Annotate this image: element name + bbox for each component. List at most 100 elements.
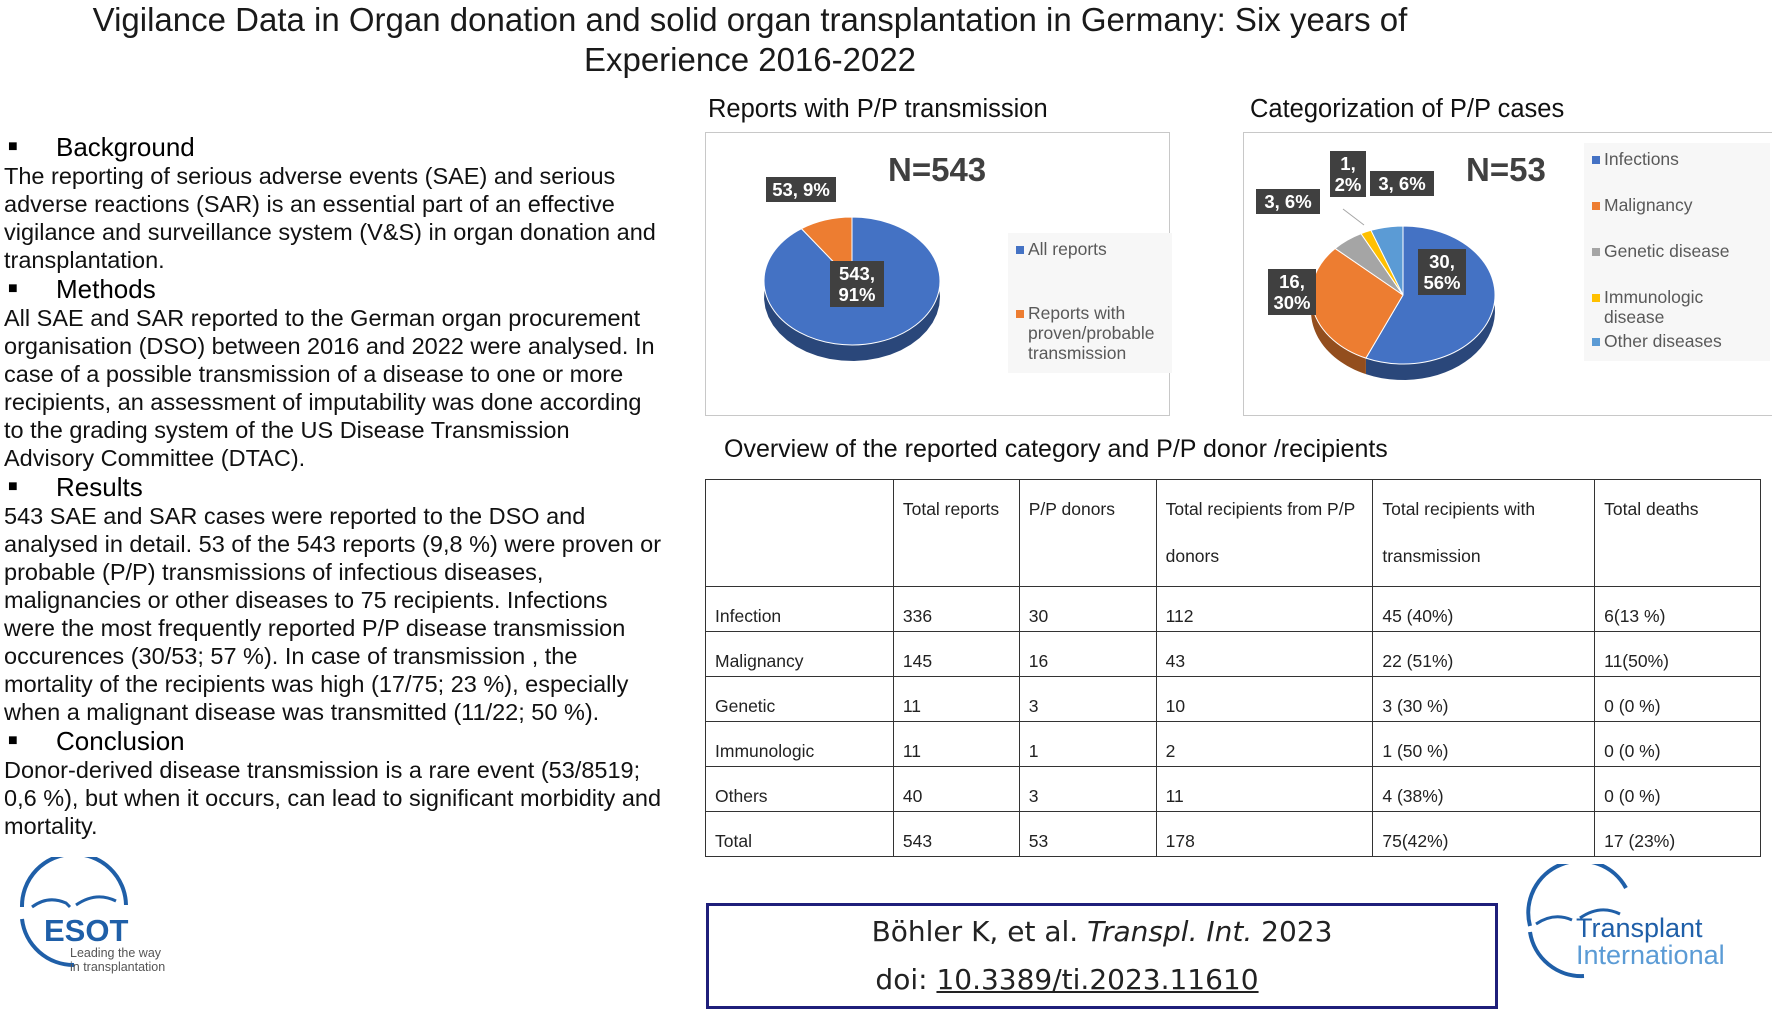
- table-cell: Malignancy: [705, 631, 894, 677]
- pie-data-label: 53, 9%: [766, 177, 836, 202]
- table-cell: 45 (40%): [1372, 586, 1596, 632]
- leader-line: [1342, 208, 1365, 226]
- table-cell: 4 (38%): [1372, 766, 1596, 812]
- header-cell: Total deaths: [1594, 479, 1761, 587]
- table-cell: 16: [1018, 631, 1157, 677]
- chart1-pie: 543, 91% 53, 9%: [763, 177, 941, 361]
- table-cell: 40: [892, 766, 1020, 812]
- legend-item: Reports with proven/probable transmissio…: [1016, 303, 1166, 363]
- chart2-title: Categorization of P/P cases: [1250, 95, 1565, 123]
- esot-hands-icon: [19, 857, 128, 967]
- table-row: Infection 336 30 112 45 (40%) 6(13 %): [705, 586, 1761, 632]
- table-cell: 75(42%): [1372, 811, 1596, 857]
- bullet-icon: ■: [8, 732, 18, 749]
- pie-slice: [763, 216, 941, 346]
- table-row: Total 543 53 178 75(42%) 17 (23%): [705, 811, 1761, 857]
- header-cell: [705, 479, 894, 587]
- table-cell: 0 (0 %): [1594, 721, 1761, 767]
- pie-data-label: 3, 6%: [1370, 171, 1434, 196]
- doi-line: doi: 10.3389/ti.2023.11610: [709, 956, 1495, 1004]
- section-heading: ■ Methods: [8, 274, 156, 304]
- header-cell: Total recipients from P/P donors: [1155, 479, 1374, 587]
- table-cell: Infection: [705, 586, 894, 632]
- section-heading: ■ Conclusion: [8, 726, 185, 756]
- table-cell: 6(13 %): [1594, 586, 1761, 632]
- table-row: Malignancy 145 16 43 22 (51%) 11(50%): [705, 631, 1761, 677]
- header-cell: Total recipients with transmission: [1372, 479, 1596, 587]
- data-label-text: 30, 56%: [1418, 249, 1466, 295]
- section-heading: ■ Background: [8, 132, 195, 162]
- section-body: 543 SAE and SAR cases were reported to t…: [4, 503, 662, 725]
- ti-name: Transplant International: [1576, 913, 1725, 970]
- legend-item: Genetic disease: [1592, 241, 1764, 261]
- legend-swatch: [1592, 156, 1600, 164]
- pie-slice-side: [1365, 226, 1495, 380]
- poster-title: Vigilance Data in Organ donation and sol…: [92, 1, 1408, 78]
- table-cell: 43: [1155, 631, 1374, 677]
- legend-swatch: [1592, 248, 1600, 256]
- table-row: Immunologic 11 1 2 1 (50 %) 0 (0 %): [705, 721, 1761, 767]
- chart1-title: Reports with P/P transmission: [708, 95, 1048, 123]
- legend-swatch: [1592, 202, 1600, 210]
- table-cell: 11: [892, 721, 1020, 767]
- table-cell: 2: [1155, 721, 1374, 767]
- doi-link[interactable]: 10.3389/ti.2023.11610: [936, 963, 1259, 996]
- legend-item: Infections: [1592, 149, 1764, 169]
- table-cell: 0 (0 %): [1594, 766, 1761, 812]
- chart1-legend: All reports Reports with proven/probable…: [1008, 233, 1172, 373]
- chart2-box: N=53 30, 56% 16, 30% 3, 6% 1, 2% 3, 6% Infec…: [1243, 132, 1772, 416]
- section-body: Donor-derived disease transmission is a …: [4, 757, 662, 839]
- table-cell: 11: [892, 676, 1020, 722]
- pie-data-label: 30, 56%: [1418, 249, 1466, 295]
- data-label-text: 3, 6%: [1370, 171, 1434, 196]
- citation-line: Böhler K, et al. Transpl. Int. 2023: [871, 915, 1333, 948]
- table-cell: Genetic: [705, 676, 894, 722]
- table-cell: 22 (51%): [1372, 631, 1596, 677]
- section-background: ■ Background The reporting of serious adv…: [4, 132, 662, 274]
- table-cell: Total: [705, 811, 894, 857]
- table-cell: 10: [1155, 676, 1374, 722]
- pie-slice: [1370, 225, 1404, 296]
- table-cell: 178: [1155, 811, 1374, 857]
- section-heading: ■ Results: [8, 472, 143, 502]
- section-results: ■ Results 543 SAE and SAR cases were repo…: [4, 472, 662, 726]
- table-cell: 11(50%): [1594, 631, 1761, 677]
- table-cell: Others: [705, 766, 894, 812]
- header-cell: Total reports: [892, 479, 1020, 587]
- legend-swatch: [1592, 294, 1600, 302]
- data-label-text: 16, 30%: [1268, 269, 1316, 315]
- table-cell: Immunologic: [705, 721, 894, 767]
- table-title: Overview of the reported category and P/…: [724, 435, 1388, 463]
- pie-data-label: 16, 30%: [1268, 269, 1316, 315]
- table-cell: 0 (0 %): [1594, 676, 1761, 722]
- table-cell: 1 (50 %): [1372, 721, 1596, 767]
- table-cell: 3: [1018, 676, 1157, 722]
- transplant-international-logo: Transplant International: [1522, 864, 1762, 984]
- bullet-icon: ■: [8, 280, 18, 297]
- journal-name: Transpl. Int.: [1087, 915, 1253, 948]
- table-cell: 145: [892, 631, 1020, 677]
- citation-box: Böhler K, et al. Transpl. Int. 2023 doi:…: [706, 903, 1498, 1009]
- esot-name: ESOT: [44, 913, 129, 948]
- legend-item: Other diseases: [1592, 331, 1764, 351]
- legend-swatch: [1592, 338, 1600, 346]
- table-cell: 11: [1155, 766, 1374, 812]
- table-cell: 543: [892, 811, 1020, 857]
- pie-data-label: 543, 91%: [830, 261, 884, 307]
- section-methods: ■ Methods All SAE and SAR reported to the…: [4, 274, 662, 472]
- header-cell: P/P donors: [1018, 479, 1157, 587]
- legend-item: Immunologic disease: [1592, 287, 1764, 327]
- chart2-legend: Infections Malignancy Genetic disease Im…: [1584, 143, 1770, 361]
- table-cell: 3 (30 %): [1372, 676, 1596, 722]
- section-body: All SAE and SAR reported to the German o…: [4, 305, 655, 471]
- chart1-n-label: N=543: [888, 151, 987, 188]
- bullet-icon: ■: [8, 138, 18, 155]
- table-cell: 3: [1018, 766, 1157, 812]
- chart2-n-label: N=53: [1466, 151, 1546, 188]
- legend-swatch: [1016, 246, 1024, 254]
- ti-hands-icon: [1526, 864, 1628, 979]
- table-cell: 17 (23%): [1594, 811, 1761, 857]
- section-body: The reporting of serious adverse events …: [4, 163, 656, 273]
- data-label-text: 53, 9%: [766, 177, 836, 202]
- pie-data-label: 1, 2%: [1330, 151, 1366, 197]
